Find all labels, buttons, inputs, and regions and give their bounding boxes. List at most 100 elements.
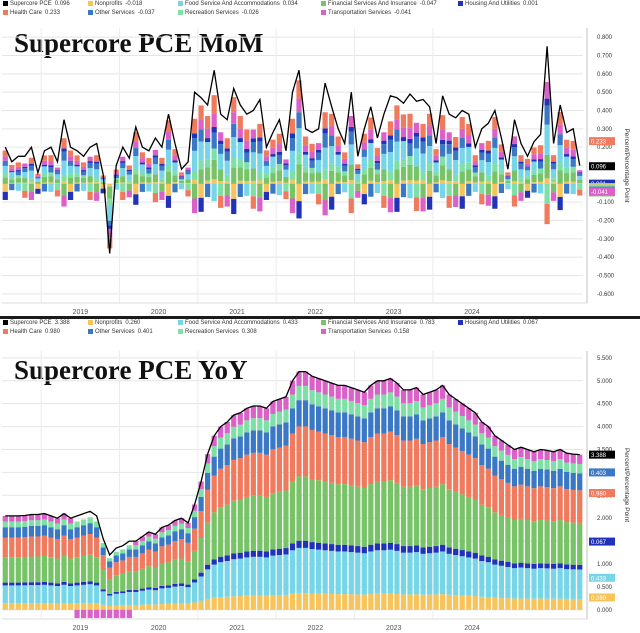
bar-segment — [433, 171, 439, 176]
bar-segment — [257, 123, 263, 138]
bar-segment — [22, 166, 28, 169]
bar-segment — [185, 182, 191, 184]
legend-label: Supercore PCE — [10, 1, 52, 7]
bar-segment — [329, 593, 335, 610]
bar-segment — [387, 431, 394, 481]
bar-segment — [577, 454, 583, 464]
bar-segment — [577, 183, 583, 190]
bar-segment — [152, 193, 159, 203]
y-tick-label: 0.500 — [597, 585, 613, 591]
bar-segment — [564, 181, 570, 184]
bar-segment — [133, 589, 139, 592]
bar-segment — [322, 112, 328, 129]
bar-segment — [87, 523, 93, 534]
bar-segment — [466, 146, 472, 163]
bar-segment — [368, 594, 374, 610]
bar-segment — [198, 481, 204, 490]
bar-segment — [270, 449, 276, 494]
bar-segment — [28, 514, 34, 521]
bar-segment — [564, 183, 570, 194]
bar-segment — [289, 593, 296, 610]
bar-segment — [74, 166, 80, 174]
bar-segment — [276, 447, 283, 492]
bar-segment — [172, 160, 178, 163]
bar-segment — [263, 156, 269, 161]
bar-segment — [107, 220, 113, 226]
bar-segment — [224, 174, 230, 182]
bar-segment — [113, 591, 119, 594]
bar-segment — [394, 183, 400, 198]
bar-segment — [322, 408, 328, 434]
legend-item: Housing And Utilities 0.001 — [458, 1, 538, 7]
bar-segment — [524, 468, 531, 487]
bar-segment — [22, 172, 28, 179]
bar-segment — [335, 183, 341, 195]
bar-segment — [387, 180, 394, 184]
bar-segment — [146, 167, 152, 169]
bar-segment — [22, 182, 28, 184]
bar-segment — [309, 160, 315, 168]
bar-segment — [433, 149, 439, 156]
bar-segment — [198, 600, 204, 610]
bar-segment — [348, 116, 354, 127]
bar-segment — [270, 426, 276, 450]
bar-segment — [276, 555, 283, 596]
bar-segment — [413, 400, 420, 415]
bar-segment — [368, 412, 374, 437]
bar-segment — [80, 609, 87, 619]
legend-value: 0.158 — [394, 329, 410, 335]
bar-segment — [41, 155, 48, 161]
bar-segment — [224, 160, 230, 175]
bar-segment — [159, 588, 165, 605]
bar-segment — [15, 515, 21, 522]
bar-segment — [551, 182, 557, 184]
bar-segment — [211, 597, 217, 610]
bar-segment — [54, 539, 61, 559]
bar-segment — [224, 596, 230, 610]
bar-segment — [355, 173, 361, 180]
bar-segment — [80, 519, 87, 526]
bar-segment — [420, 141, 426, 154]
bar-segment — [348, 387, 354, 401]
bar-segment — [302, 426, 309, 477]
bar-segment — [270, 147, 276, 155]
bar-segment — [381, 408, 387, 434]
bar-segment — [309, 152, 315, 159]
bar-segment — [9, 582, 15, 586]
bar-segment — [139, 158, 145, 163]
bar-segment — [492, 597, 498, 610]
bar-segment — [191, 517, 198, 529]
bar-segment — [100, 543, 106, 548]
bar-segment — [178, 603, 185, 610]
bar-segment — [237, 412, 243, 425]
bar-segment — [544, 82, 550, 99]
bar-segment — [165, 149, 172, 166]
bar-segment — [67, 523, 74, 530]
legend-label: Housing And Utilities — [465, 320, 521, 326]
bar-segment — [472, 182, 478, 184]
bar-segment — [485, 194, 491, 206]
bar-segment — [309, 404, 315, 430]
end-value-label: 0.096 — [591, 165, 607, 171]
bar-segment — [54, 167, 61, 171]
bar-segment — [28, 536, 34, 557]
bar-segment — [126, 180, 132, 183]
bar-segment — [420, 183, 426, 198]
bar-segment — [511, 520, 518, 564]
bar-segment — [302, 166, 309, 173]
bar-segment — [41, 164, 48, 167]
bar-segment — [289, 380, 296, 395]
bar-segment — [446, 420, 452, 445]
bar-segment — [446, 444, 452, 490]
bar-segment — [570, 454, 576, 464]
bar-segment — [126, 556, 132, 572]
bar-segment — [374, 182, 380, 184]
bar-segment — [524, 183, 531, 191]
bar-segment — [41, 183, 48, 192]
bar-segment — [67, 558, 74, 584]
bar-segment — [492, 446, 498, 457]
bar-segment — [237, 159, 243, 168]
bar-segment — [329, 410, 335, 436]
legend-value: 0.067 — [523, 320, 539, 326]
bar-segment — [524, 163, 531, 167]
